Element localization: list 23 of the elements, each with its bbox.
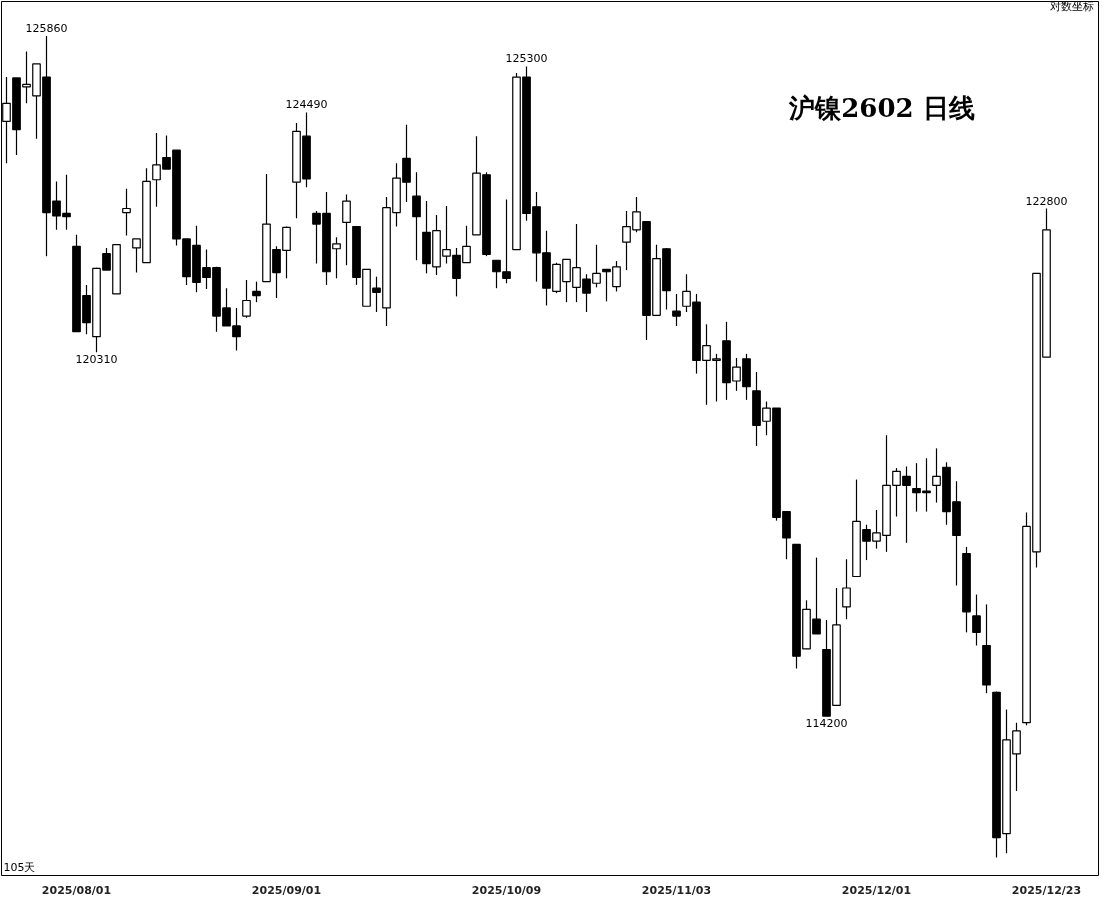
candlestick: [252, 281, 261, 303]
text: 124490: [285, 98, 328, 112]
candlestick: [342, 193, 351, 266]
text: 114200: [805, 717, 848, 731]
text: 120310: [75, 353, 118, 367]
candlestick: [672, 293, 681, 327]
candlestick: [842, 558, 851, 620]
candlestick: [972, 593, 981, 647]
text: 105天: [3, 860, 36, 874]
candlestick: [412, 171, 421, 261]
x-tick-label: 2025/11/03: [641, 883, 712, 897]
text: 125860: [25, 22, 68, 35]
candlestick: [242, 279, 251, 319]
candlestick: [122, 188, 131, 237]
text: 125300: [505, 52, 548, 66]
x-tick-label: 2025/08/01: [41, 883, 112, 897]
x-tick-label: 2025/12/01: [841, 883, 912, 897]
x-tick-label: 2025/12/23: [1011, 883, 1082, 897]
candlestick: [232, 307, 241, 352]
text: 122800: [1025, 194, 1068, 208]
text: 沪镍2602 日线: [788, 92, 975, 123]
x-tick-label: 2025/10/09: [471, 883, 542, 897]
x-tick-label: 2025/09/01: [251, 883, 322, 897]
